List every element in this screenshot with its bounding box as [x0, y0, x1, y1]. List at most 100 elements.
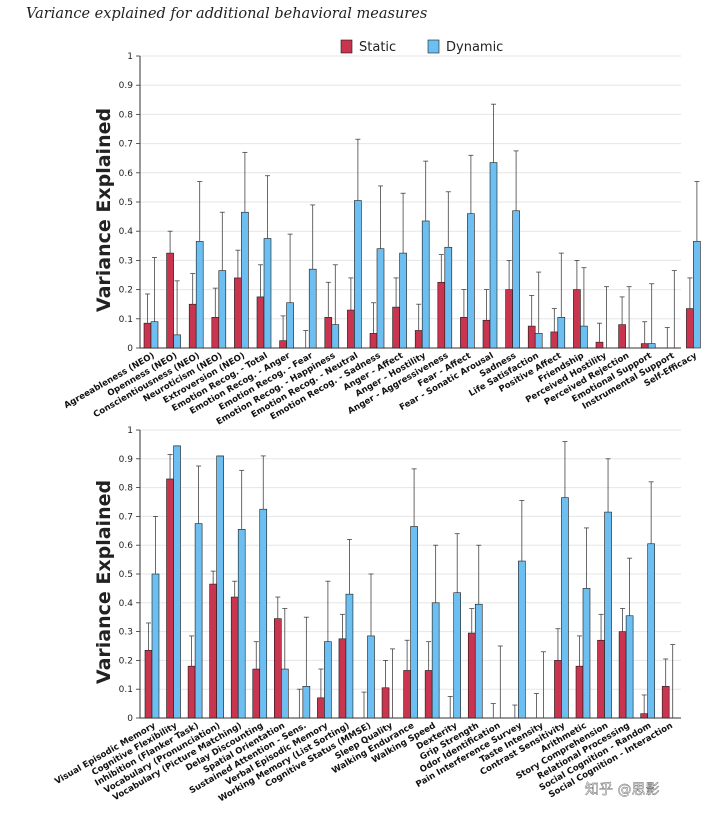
- legend-swatch-dynamic: [427, 39, 440, 54]
- bar-static: [230, 596, 239, 719]
- y-tick-label: 0.5: [119, 570, 133, 580]
- bar-static: [143, 322, 152, 349]
- bar-static: [144, 650, 153, 719]
- bar-dynamic: [173, 445, 181, 719]
- bar-static: [437, 281, 446, 349]
- bar-static: [575, 665, 584, 719]
- bar-dynamic: [195, 241, 204, 349]
- bar-static: [369, 333, 378, 349]
- bar-dynamic: [367, 635, 375, 719]
- bar-dynamic: [557, 317, 566, 349]
- bar-static: [527, 325, 536, 349]
- bar-static: [279, 340, 287, 349]
- bar-dynamic: [354, 200, 362, 349]
- bar-static: [554, 660, 562, 719]
- bar-static: [618, 631, 627, 719]
- bar-dynamic: [376, 248, 385, 349]
- bar-dynamic: [431, 602, 440, 719]
- bar-dynamic: [512, 210, 520, 349]
- bar-dynamic: [474, 603, 483, 719]
- bar-static: [392, 306, 400, 349]
- y-tick-label: 0.4: [119, 227, 134, 237]
- bar-static: [166, 252, 174, 349]
- bar-dynamic: [604, 511, 612, 719]
- bar-static: [317, 697, 325, 719]
- bar-dynamic: [647, 543, 655, 719]
- y-tick-label: 0.7: [119, 512, 133, 522]
- figure-title: Variance explained for additional behavi…: [26, 6, 428, 22]
- bar-dynamic: [467, 213, 475, 349]
- y-tick-label: 0.7: [119, 140, 133, 150]
- y-tick-label: 1: [127, 52, 133, 62]
- y-tick-label: 0.6: [119, 169, 134, 179]
- bar-dynamic: [302, 686, 311, 719]
- bar-dynamic: [518, 560, 526, 719]
- bar-dynamic: [489, 162, 498, 349]
- bar-static: [482, 319, 491, 349]
- bar-static: [573, 289, 581, 349]
- bar-dynamic: [331, 324, 340, 349]
- y-tick-label: 0.3: [119, 256, 133, 266]
- bar-static: [597, 639, 605, 719]
- bar-static: [505, 289, 513, 349]
- y-tick-label: 0.8: [119, 110, 134, 120]
- bar-dynamic: [410, 526, 418, 719]
- bar-static: [640, 343, 649, 349]
- bar-dynamic: [582, 588, 591, 719]
- bar-dynamic: [324, 641, 332, 719]
- bar-static: [324, 317, 333, 349]
- legend: Static Dynamic: [340, 39, 503, 55]
- y-tick-label: 0: [127, 714, 133, 724]
- bar-dynamic: [241, 211, 249, 349]
- bar-dynamic: [561, 497, 569, 719]
- bar-dynamic: [263, 238, 272, 349]
- bar-dynamic: [421, 220, 430, 349]
- bar-dynamic: [218, 270, 227, 349]
- chart-panel-cognition: 0 0.1 0.2 0.3 0.4 0.5 0.6 0.7 0.8 0.9 1 Variance Ex…: [53, 426, 681, 804]
- bar-dynamic: [194, 523, 203, 719]
- bar-static: [338, 638, 347, 719]
- bar-dynamic: [345, 593, 354, 719]
- bar-dynamic: [625, 615, 634, 719]
- bar-dynamic: [150, 321, 159, 349]
- legend-swatch-static: [340, 39, 353, 54]
- y-tick-label: 0.9: [119, 455, 134, 465]
- bar-static: [211, 317, 220, 349]
- bar-static: [187, 665, 196, 719]
- y-tick-label: 0.4: [119, 599, 134, 609]
- bar-dynamic: [647, 343, 656, 349]
- y-tick-label: 0: [127, 344, 133, 354]
- bar-static: [467, 632, 476, 719]
- legend-label-dynamic: Dynamic: [446, 40, 503, 55]
- bar-static: [166, 478, 174, 719]
- y-tick-label: 0.2: [119, 656, 133, 666]
- bar-static: [209, 583, 217, 719]
- bar-static: [256, 296, 265, 349]
- legend-label-static: Static: [359, 40, 396, 55]
- y-tick-label: 0.3: [119, 628, 133, 638]
- bar-static: [550, 331, 559, 349]
- bar-dynamic: [237, 529, 246, 719]
- bar-dynamic: [453, 592, 462, 719]
- bar-static: [661, 686, 670, 719]
- bar-dynamic: [173, 334, 181, 349]
- y-tick-label: 1: [127, 426, 133, 436]
- bar-static: [381, 687, 390, 719]
- bar-static: [188, 303, 197, 349]
- bar-static: [414, 330, 423, 349]
- bar-static: [595, 341, 604, 349]
- bar-dynamic: [399, 252, 407, 349]
- y-tick-label: 0.8: [119, 484, 134, 494]
- bar-dynamic: [151, 573, 160, 719]
- y-tick-label: 0.5: [119, 198, 133, 208]
- bar-dynamic: [216, 455, 224, 719]
- y-tick-label: 0.6: [119, 541, 134, 551]
- y-tick-label: 0.9: [119, 81, 134, 91]
- bar-static: [640, 713, 648, 719]
- bar-dynamic: [308, 268, 317, 349]
- bar-dynamic: [534, 333, 543, 349]
- bar-dynamic: [580, 325, 588, 349]
- bar-dynamic: [286, 302, 294, 349]
- bar-static: [403, 670, 411, 719]
